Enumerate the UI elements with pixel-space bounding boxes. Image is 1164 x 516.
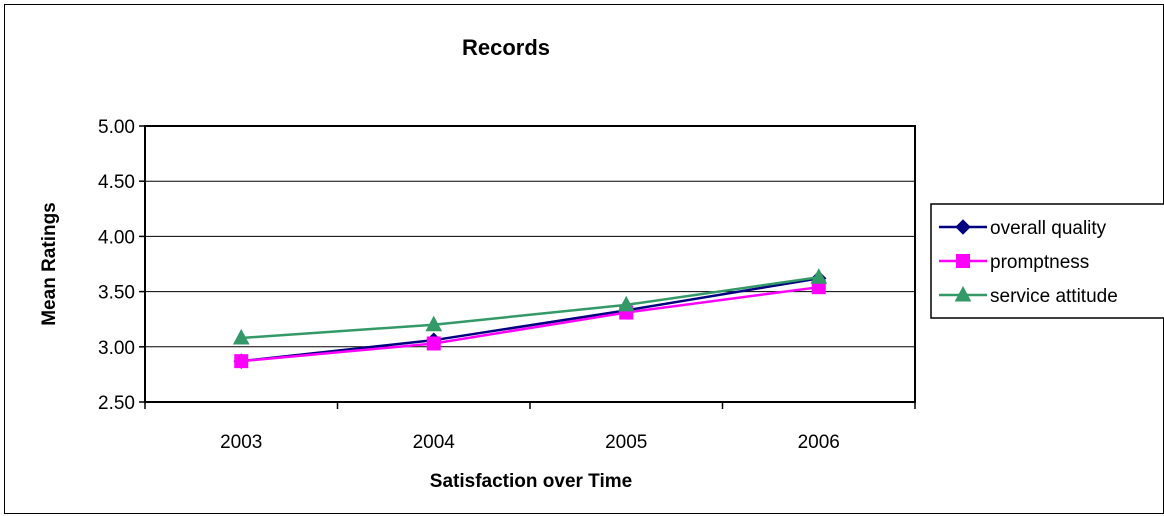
series-service-attitude — [232, 268, 828, 345]
x-tick-label: 2005 — [605, 432, 647, 453]
series-line — [241, 276, 819, 340]
axes: 2.50 3.00 3.50 4.00 4.50 5.00 2003 2004 2005 2006 — [98, 117, 916, 453]
data-point — [425, 315, 443, 332]
data-point — [810, 268, 828, 284]
legend: overall quality promptness service attitud… — [930, 203, 1164, 319]
y-tick-label: 2.50 — [98, 393, 135, 414]
series-layer — [232, 268, 828, 369]
x-axis-title: Satisfaction over Time — [430, 471, 632, 492]
y-tick-label: 4.50 — [98, 172, 135, 193]
chart-frame: Records 2.50 3.00 3.50 4.00 4.50 5.00 2003 2004… — [4, 4, 1164, 514]
grid-lines — [145, 180, 915, 348]
x-tick-label: 2006 — [798, 432, 840, 453]
legend-label: service attitude — [990, 286, 1118, 307]
y-tick-label: 3.00 — [98, 338, 135, 359]
y-axis-title: Mean Ratings — [39, 202, 60, 326]
legend-marker — [954, 285, 972, 302]
chart-title: Records — [462, 35, 550, 60]
series-line — [241, 277, 819, 363]
data-point — [426, 336, 441, 351]
legend-marker — [956, 254, 970, 268]
legend-label: overall quality — [990, 218, 1107, 239]
data-point — [617, 295, 635, 312]
data-point — [232, 328, 250, 345]
x-tick-label: 2004 — [413, 432, 456, 453]
series-line — [241, 285, 819, 363]
legend-entry: service attitude — [939, 285, 1118, 307]
y-tick-label: 3.50 — [98, 283, 135, 304]
legend-label: promptness — [990, 252, 1089, 273]
chart-svg: Records 2.50 3.00 3.50 4.00 4.50 5.00 2003 2004… — [39, 35, 1164, 492]
legend-entry: promptness — [939, 252, 1089, 273]
y-tick-label: 5.00 — [98, 117, 135, 138]
x-tick-label: 2003 — [220, 432, 262, 453]
data-point — [234, 354, 249, 369]
legend-entry: overall quality — [939, 218, 1107, 239]
y-tick-label: 4.00 — [98, 227, 135, 248]
legend-marker — [955, 219, 971, 235]
